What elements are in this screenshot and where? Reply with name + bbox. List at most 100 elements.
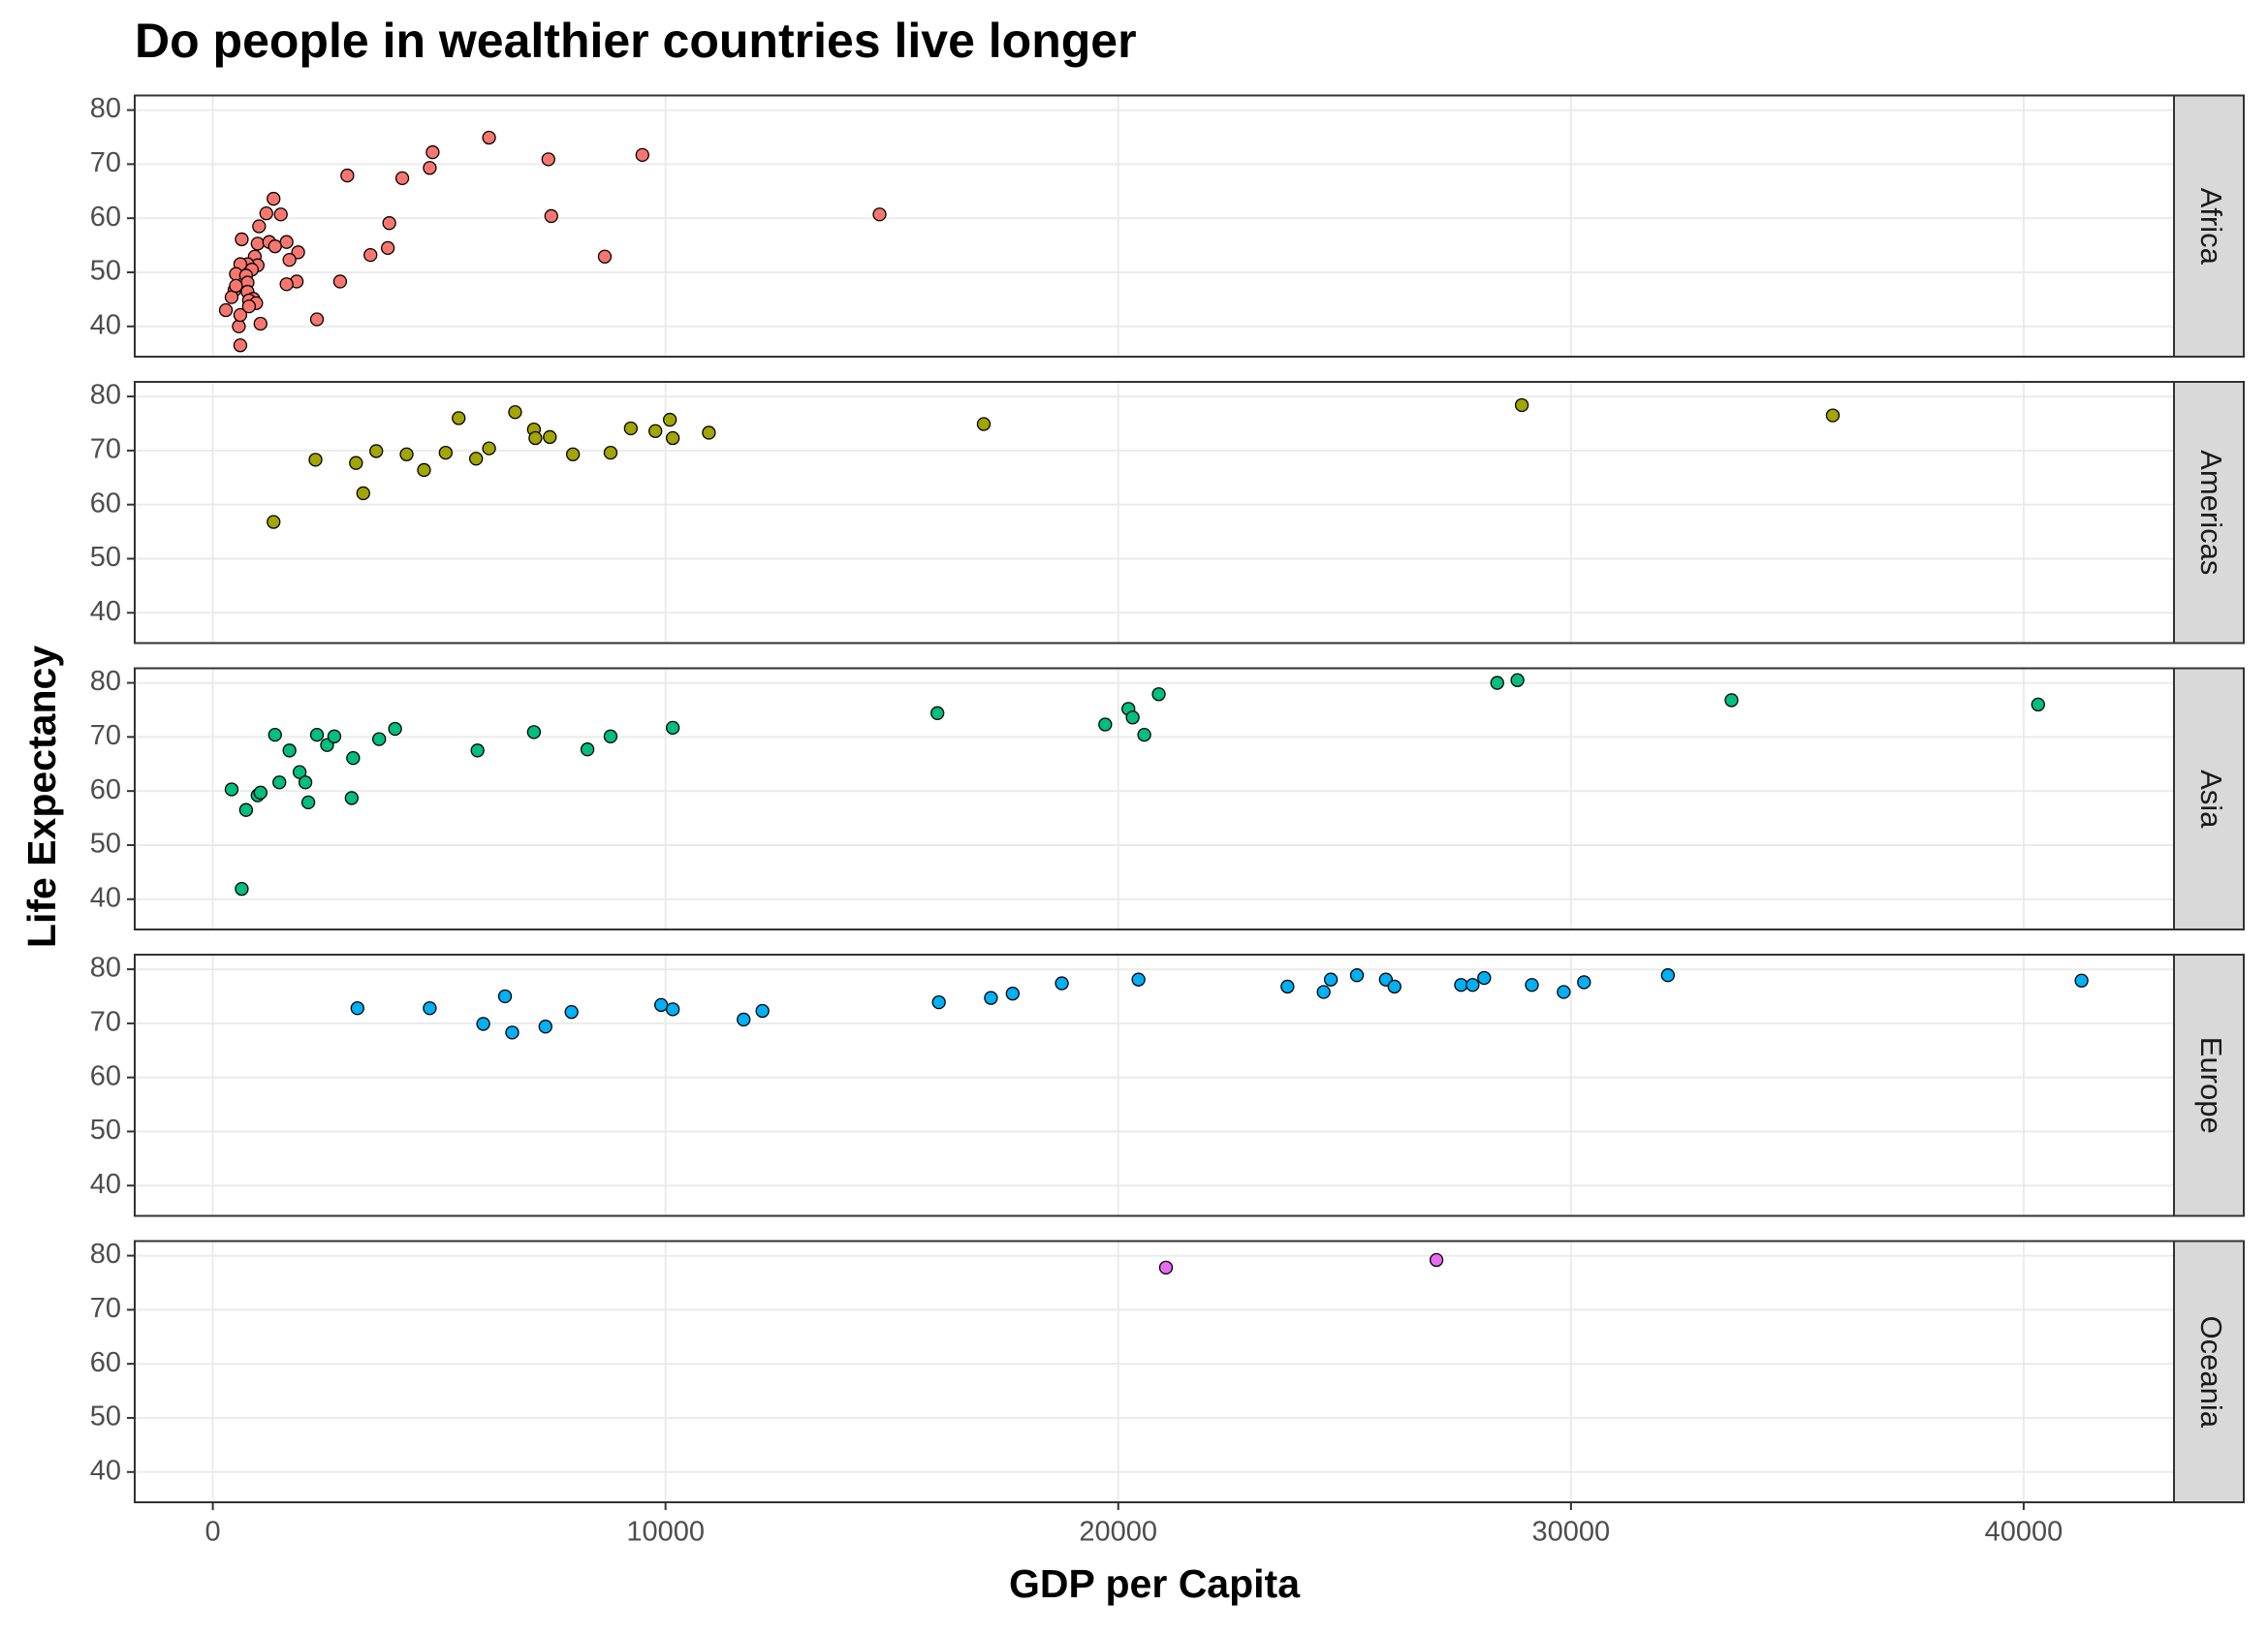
y-tick-label: 50 [90,1115,121,1146]
point [282,743,297,758]
point [541,152,555,167]
point [508,405,522,420]
point [1577,975,1591,990]
point [1349,968,1365,983]
point [298,775,313,790]
x-tick-label: 0 [205,1517,221,1548]
y-tick-label: 80 [90,1239,121,1270]
point [984,991,998,1005]
point [279,277,294,292]
y-tick-label: 60 [90,1347,121,1378]
point [564,1004,579,1020]
point [394,171,410,186]
point [737,1012,751,1027]
point [340,168,355,183]
point [469,452,484,466]
point [224,782,239,797]
point [635,147,649,163]
point [1280,979,1295,994]
point [1387,979,1402,994]
y-tick-label: 40 [90,596,121,627]
point [2074,973,2089,988]
strip [2173,381,2245,645]
y-tick-label: 40 [90,1169,121,1200]
point [1323,972,1339,987]
point [603,445,618,460]
point [241,299,257,314]
point [1125,710,1140,725]
point [482,130,496,145]
chart-title: Do people in wealthier countries live lo… [135,14,1137,68]
point [253,785,268,800]
point [369,444,384,458]
point [505,1025,520,1040]
point [363,247,378,263]
strip-label: Asia [2194,770,2228,829]
point [1825,408,1841,423]
point [1005,987,1020,1001]
strip [2173,1240,2245,1503]
y-tick-label: 60 [90,774,121,805]
point [1557,985,1571,999]
point [538,1020,552,1034]
point [755,1003,770,1019]
point [528,430,543,446]
point [425,144,440,160]
point [438,445,453,460]
point [1316,985,1331,999]
point [259,205,273,221]
point [1151,687,1166,702]
x-axis-label: GDP per Capita [1009,1561,1301,1606]
strip [2173,94,2245,358]
y-tick-label: 80 [90,93,121,124]
point [327,729,342,743]
point [300,795,316,810]
y-tick-label: 60 [90,488,121,519]
point [423,161,437,175]
point [218,302,234,318]
point [1525,978,1539,992]
y-tick-label: 50 [90,542,121,573]
y-tick-label: 40 [90,309,121,340]
y-tick-label: 70 [90,147,121,178]
point [565,447,581,461]
point [233,307,248,323]
point [350,1001,364,1016]
point [1055,976,1069,991]
y-tick-label: 50 [90,829,121,860]
y-tick-label: 50 [90,1401,121,1432]
y-tick-label: 80 [90,380,121,411]
point [526,725,542,740]
point [349,456,363,470]
point [272,775,287,790]
point [544,208,558,224]
point [1131,972,1146,987]
y-tick-label: 80 [90,666,121,697]
point [268,727,282,742]
point [291,245,305,260]
point [235,232,249,247]
point [309,727,325,742]
point [279,235,294,249]
point [872,207,887,222]
point [497,989,513,1004]
point [282,252,297,268]
point [372,732,387,746]
point [292,765,307,779]
point [470,743,485,758]
y-axis-label: Life Expectancy [19,645,64,948]
point [250,236,265,251]
y-tick-label: 40 [90,882,121,913]
point [976,417,992,431]
point [665,720,680,736]
point [332,274,348,289]
point [482,441,496,456]
y-tick-label: 60 [90,1060,121,1091]
point [388,721,402,737]
point [1429,1252,1444,1268]
point [603,729,618,743]
point [382,216,396,231]
point [476,1017,490,1031]
